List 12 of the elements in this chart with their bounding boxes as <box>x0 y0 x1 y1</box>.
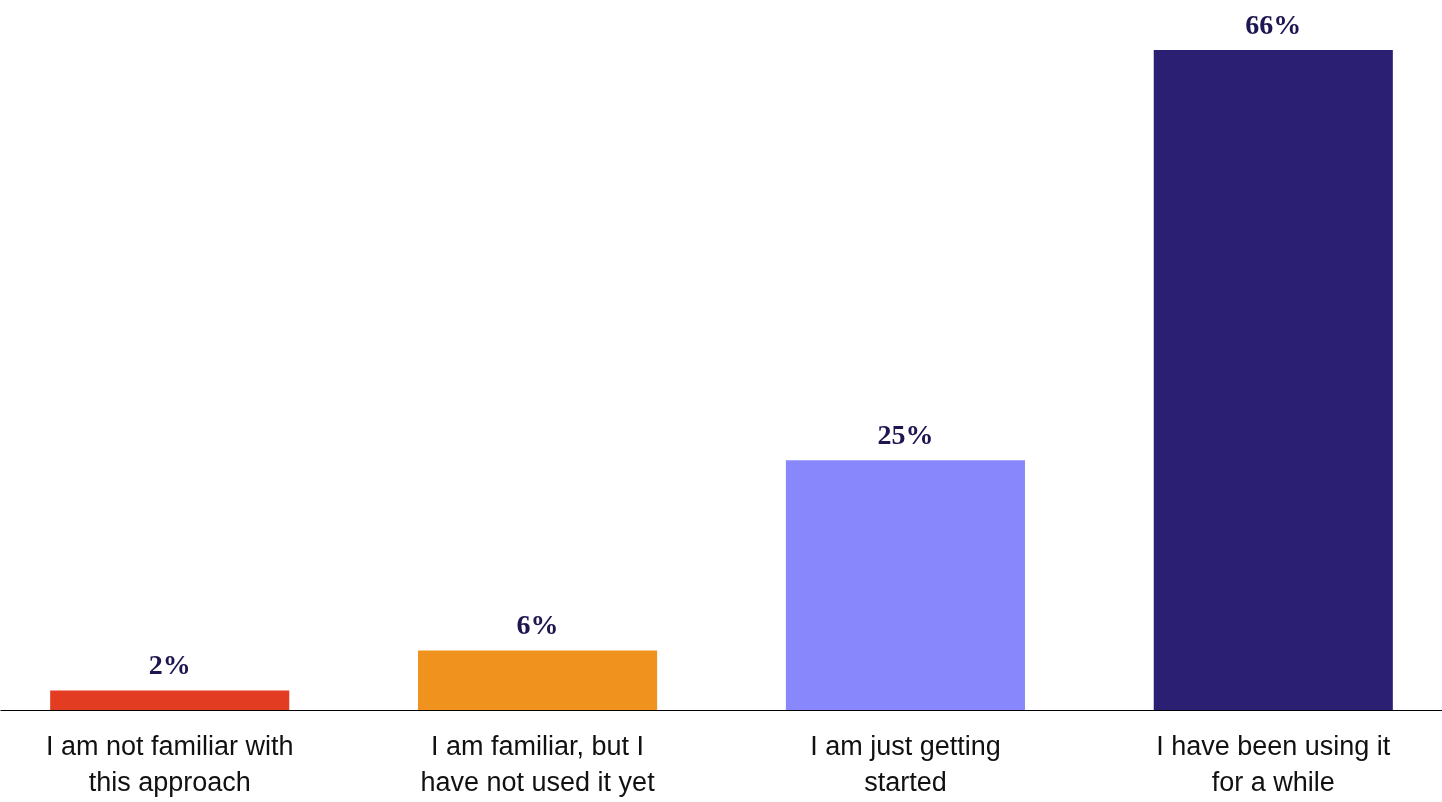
data-label: 2% <box>148 649 191 681</box>
bar <box>418 650 658 711</box>
x-tick-label: I am not familiar with this approach <box>45 730 294 797</box>
x-tick-label: I have been using it for a while <box>1156 730 1391 797</box>
x-tick-label: I am just getting started <box>810 730 1001 797</box>
bar <box>785 460 1025 711</box>
data-label: 25% <box>877 419 934 451</box>
data-label: 66% <box>1245 9 1302 41</box>
data-label: 6% <box>516 609 559 641</box>
bar <box>50 690 290 711</box>
bar <box>1153 50 1393 711</box>
x-tick-label: I am familiar, but I have not used it yet <box>420 730 656 797</box>
